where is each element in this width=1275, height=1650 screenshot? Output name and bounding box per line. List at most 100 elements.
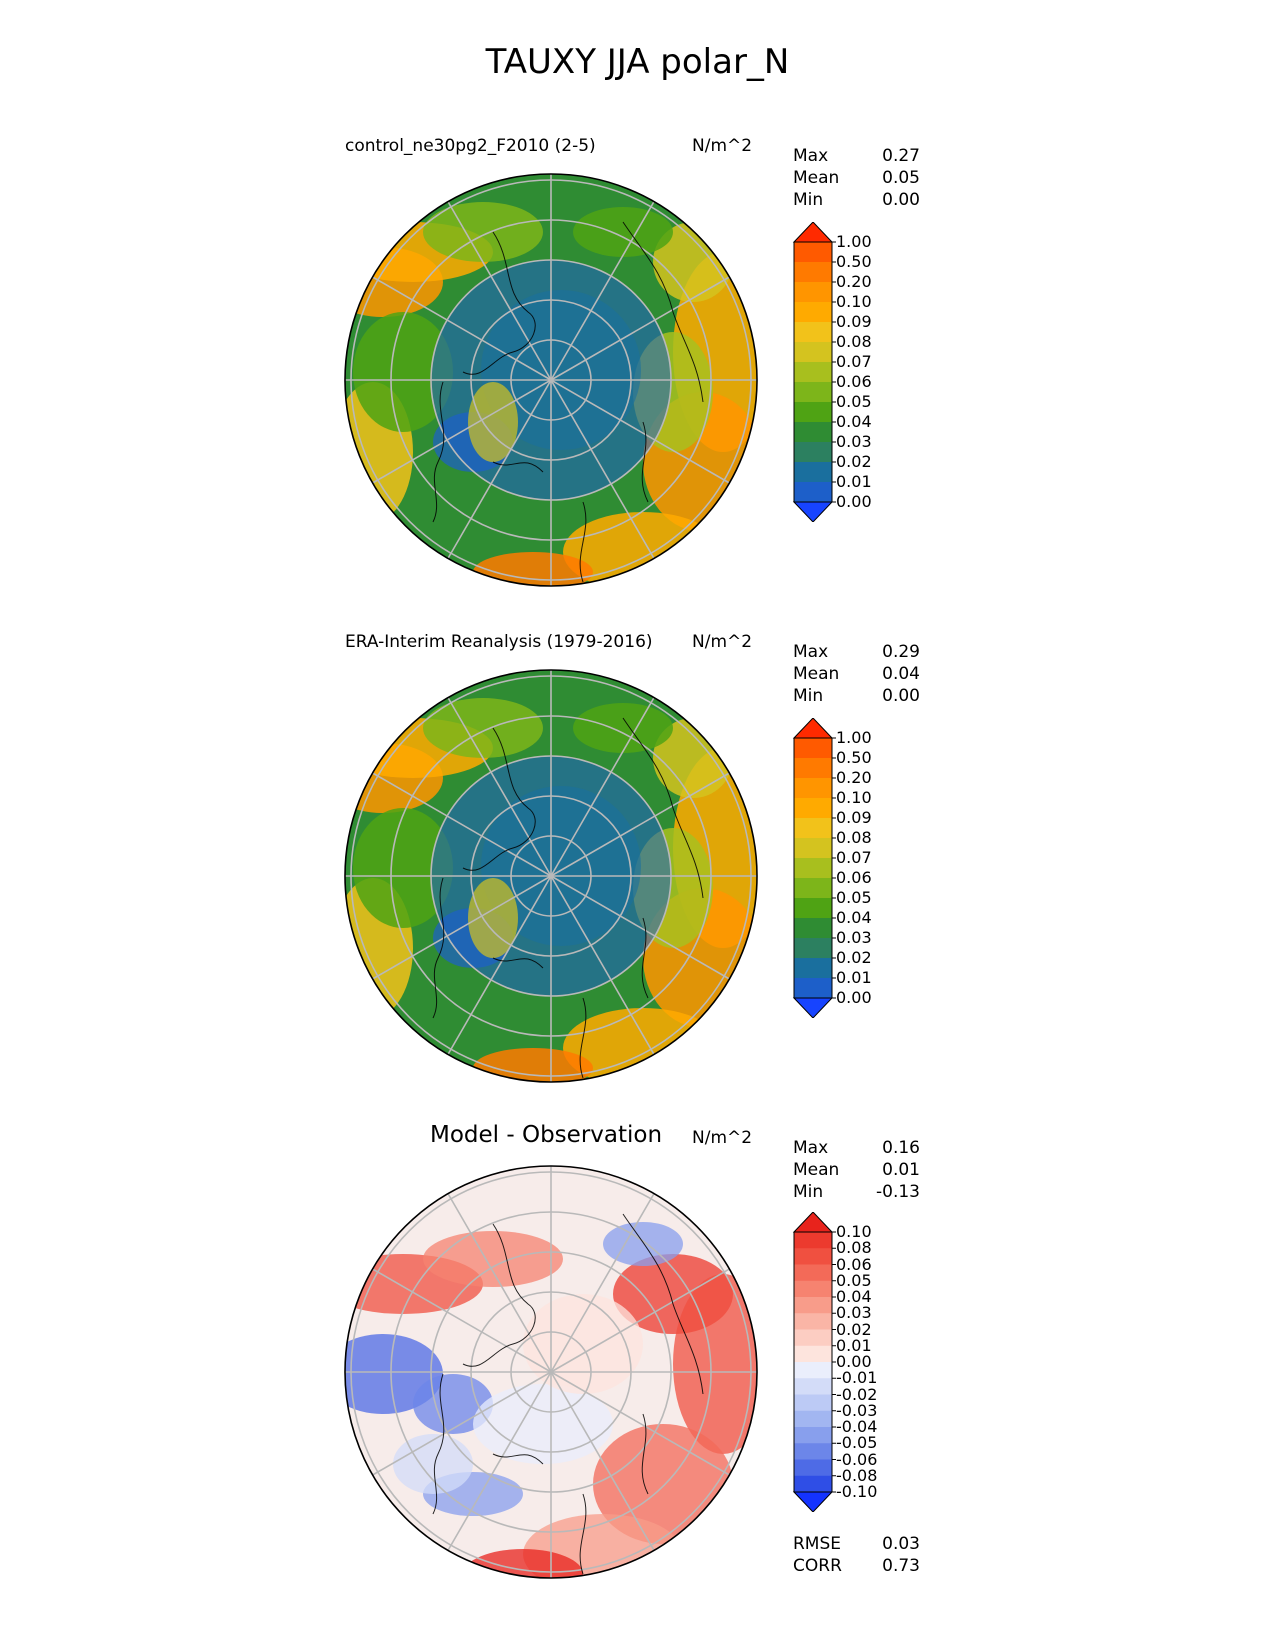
colorbar-segment [794, 778, 832, 799]
colorbar-extend-min [792, 501, 834, 522]
stat-label-min: Min [793, 190, 824, 210]
field-patch [353, 808, 453, 928]
colorbar-segment [794, 1459, 832, 1477]
colorbar-tick-label: 0.04 [836, 1287, 872, 1306]
colorbar-tick-label: -0.01 [836, 1368, 878, 1388]
colorbar-reference [792, 718, 836, 1018]
colorbar-segment [794, 1345, 832, 1363]
stat-value-min: -0.13 [876, 1182, 920, 1202]
coastline [462, 231, 536, 375]
colorbar-extend-max [792, 718, 834, 739]
coastline [462, 727, 536, 871]
colorbar-segment [794, 282, 832, 303]
coastline [432, 877, 445, 1019]
colorbar-tick-label: -0.03 [836, 1400, 878, 1420]
field-patch [463, 1549, 583, 1578]
colorbar-segment [794, 1248, 832, 1265]
colorbar-tick-label: 0.05 [836, 392, 872, 411]
field-patch [393, 1434, 473, 1494]
field-patch [593, 1424, 733, 1544]
stat-label-min: Min [793, 1182, 824, 1202]
colorbar-outline [793, 737, 833, 999]
meridian-line [550, 379, 730, 484]
coastline [432, 1373, 445, 1515]
colorbar-segment [794, 1410, 832, 1428]
stat-value-min: 0.00 [882, 686, 920, 706]
map-boundary [344, 1165, 758, 1579]
colorbar-segment [794, 738, 832, 759]
colorbar-segment [794, 1443, 832, 1460]
colorbar-diff [792, 1212, 836, 1512]
field-patch [573, 207, 673, 257]
colorbar-segment [794, 938, 832, 959]
stat-label-min: Min [793, 686, 824, 706]
colorbar-tick-label: -0.06 [836, 1449, 878, 1469]
colorbar-tick-label: 0.06 [836, 868, 872, 887]
colorbar-segment [794, 838, 832, 859]
polar-map-reference [344, 669, 758, 1083]
colorbar-tick-label: 0.02 [836, 452, 872, 471]
meridian-line [550, 1371, 730, 1476]
meridian-line [550, 697, 655, 877]
colorbar-segment [794, 758, 832, 779]
colorbar-segment [794, 1297, 832, 1314]
units-reference: N/m^2 [692, 632, 753, 652]
colorbar-segment [794, 322, 832, 343]
colorbar-tick-label: 0.08 [836, 828, 872, 847]
coastline [579, 501, 587, 583]
colorbar-segment [794, 1313, 832, 1330]
coastline [641, 1413, 649, 1495]
colorbar-tick-label: 0.06 [836, 372, 872, 391]
meridian-line [372, 379, 552, 484]
stat-value-max: 0.29 [882, 642, 920, 662]
metric-value-corr: 0.73 [882, 1556, 920, 1576]
metric-label-rmse: RMSE [793, 1534, 842, 1554]
colorbar-segment [794, 1362, 832, 1379]
colorbar-segment [794, 1232, 832, 1249]
field-patch [423, 202, 543, 262]
stat-value-mean: 0.01 [882, 1160, 920, 1180]
meridian-line [447, 201, 552, 381]
colorbar-segment [794, 462, 832, 483]
colorbar-tick-label: 0.50 [836, 748, 872, 767]
colorbar-segment [794, 858, 832, 879]
units-test: N/m^2 [692, 136, 753, 156]
coastline [579, 1493, 587, 1575]
colorbar-tick-label: 0.10 [836, 1222, 872, 1241]
colorbar-tick-label: 1.00 [836, 728, 872, 747]
colorbar-tick-label: 1.00 [836, 232, 872, 251]
coastline [432, 381, 445, 523]
stat-label-max: Max [793, 642, 829, 662]
meridian-line [372, 276, 552, 381]
field-patch [473, 1384, 613, 1464]
field-patch [603, 1222, 683, 1266]
colorbar-tick-label: -0.04 [836, 1417, 878, 1436]
colorbar-segment [794, 302, 832, 323]
field-patch [468, 878, 518, 958]
colorbar-extend-max [792, 1212, 834, 1233]
colorbar-segment [794, 1394, 832, 1412]
colorbar-tick-label: 0.08 [836, 1238, 872, 1258]
colorbar-tick-label: -0.02 [836, 1384, 878, 1404]
colorbar-segment [794, 898, 832, 919]
meridian-line [550, 276, 730, 381]
colorbar-segment [794, 402, 832, 423]
colorbar-tick-label: 0.03 [836, 928, 872, 947]
colorbar-extend-min [792, 1491, 834, 1512]
field-patch [523, 1294, 643, 1394]
field-patch [481, 786, 641, 946]
colorbar-segment [794, 958, 832, 979]
colorbar-segment [794, 978, 832, 999]
coastline [579, 997, 587, 1079]
colorbar-segment [794, 1427, 832, 1444]
meridian-line [372, 875, 552, 980]
field-patch [468, 382, 518, 462]
meridian-line [550, 1268, 730, 1373]
stat-value-mean: 0.05 [882, 168, 920, 188]
field-patch [423, 1231, 563, 1287]
colorbar-tick-label: 0.09 [836, 808, 872, 827]
colorbar-segment [794, 1475, 832, 1493]
colorbar-tick-label: 0.04 [836, 412, 872, 431]
meridian-line [447, 697, 552, 877]
